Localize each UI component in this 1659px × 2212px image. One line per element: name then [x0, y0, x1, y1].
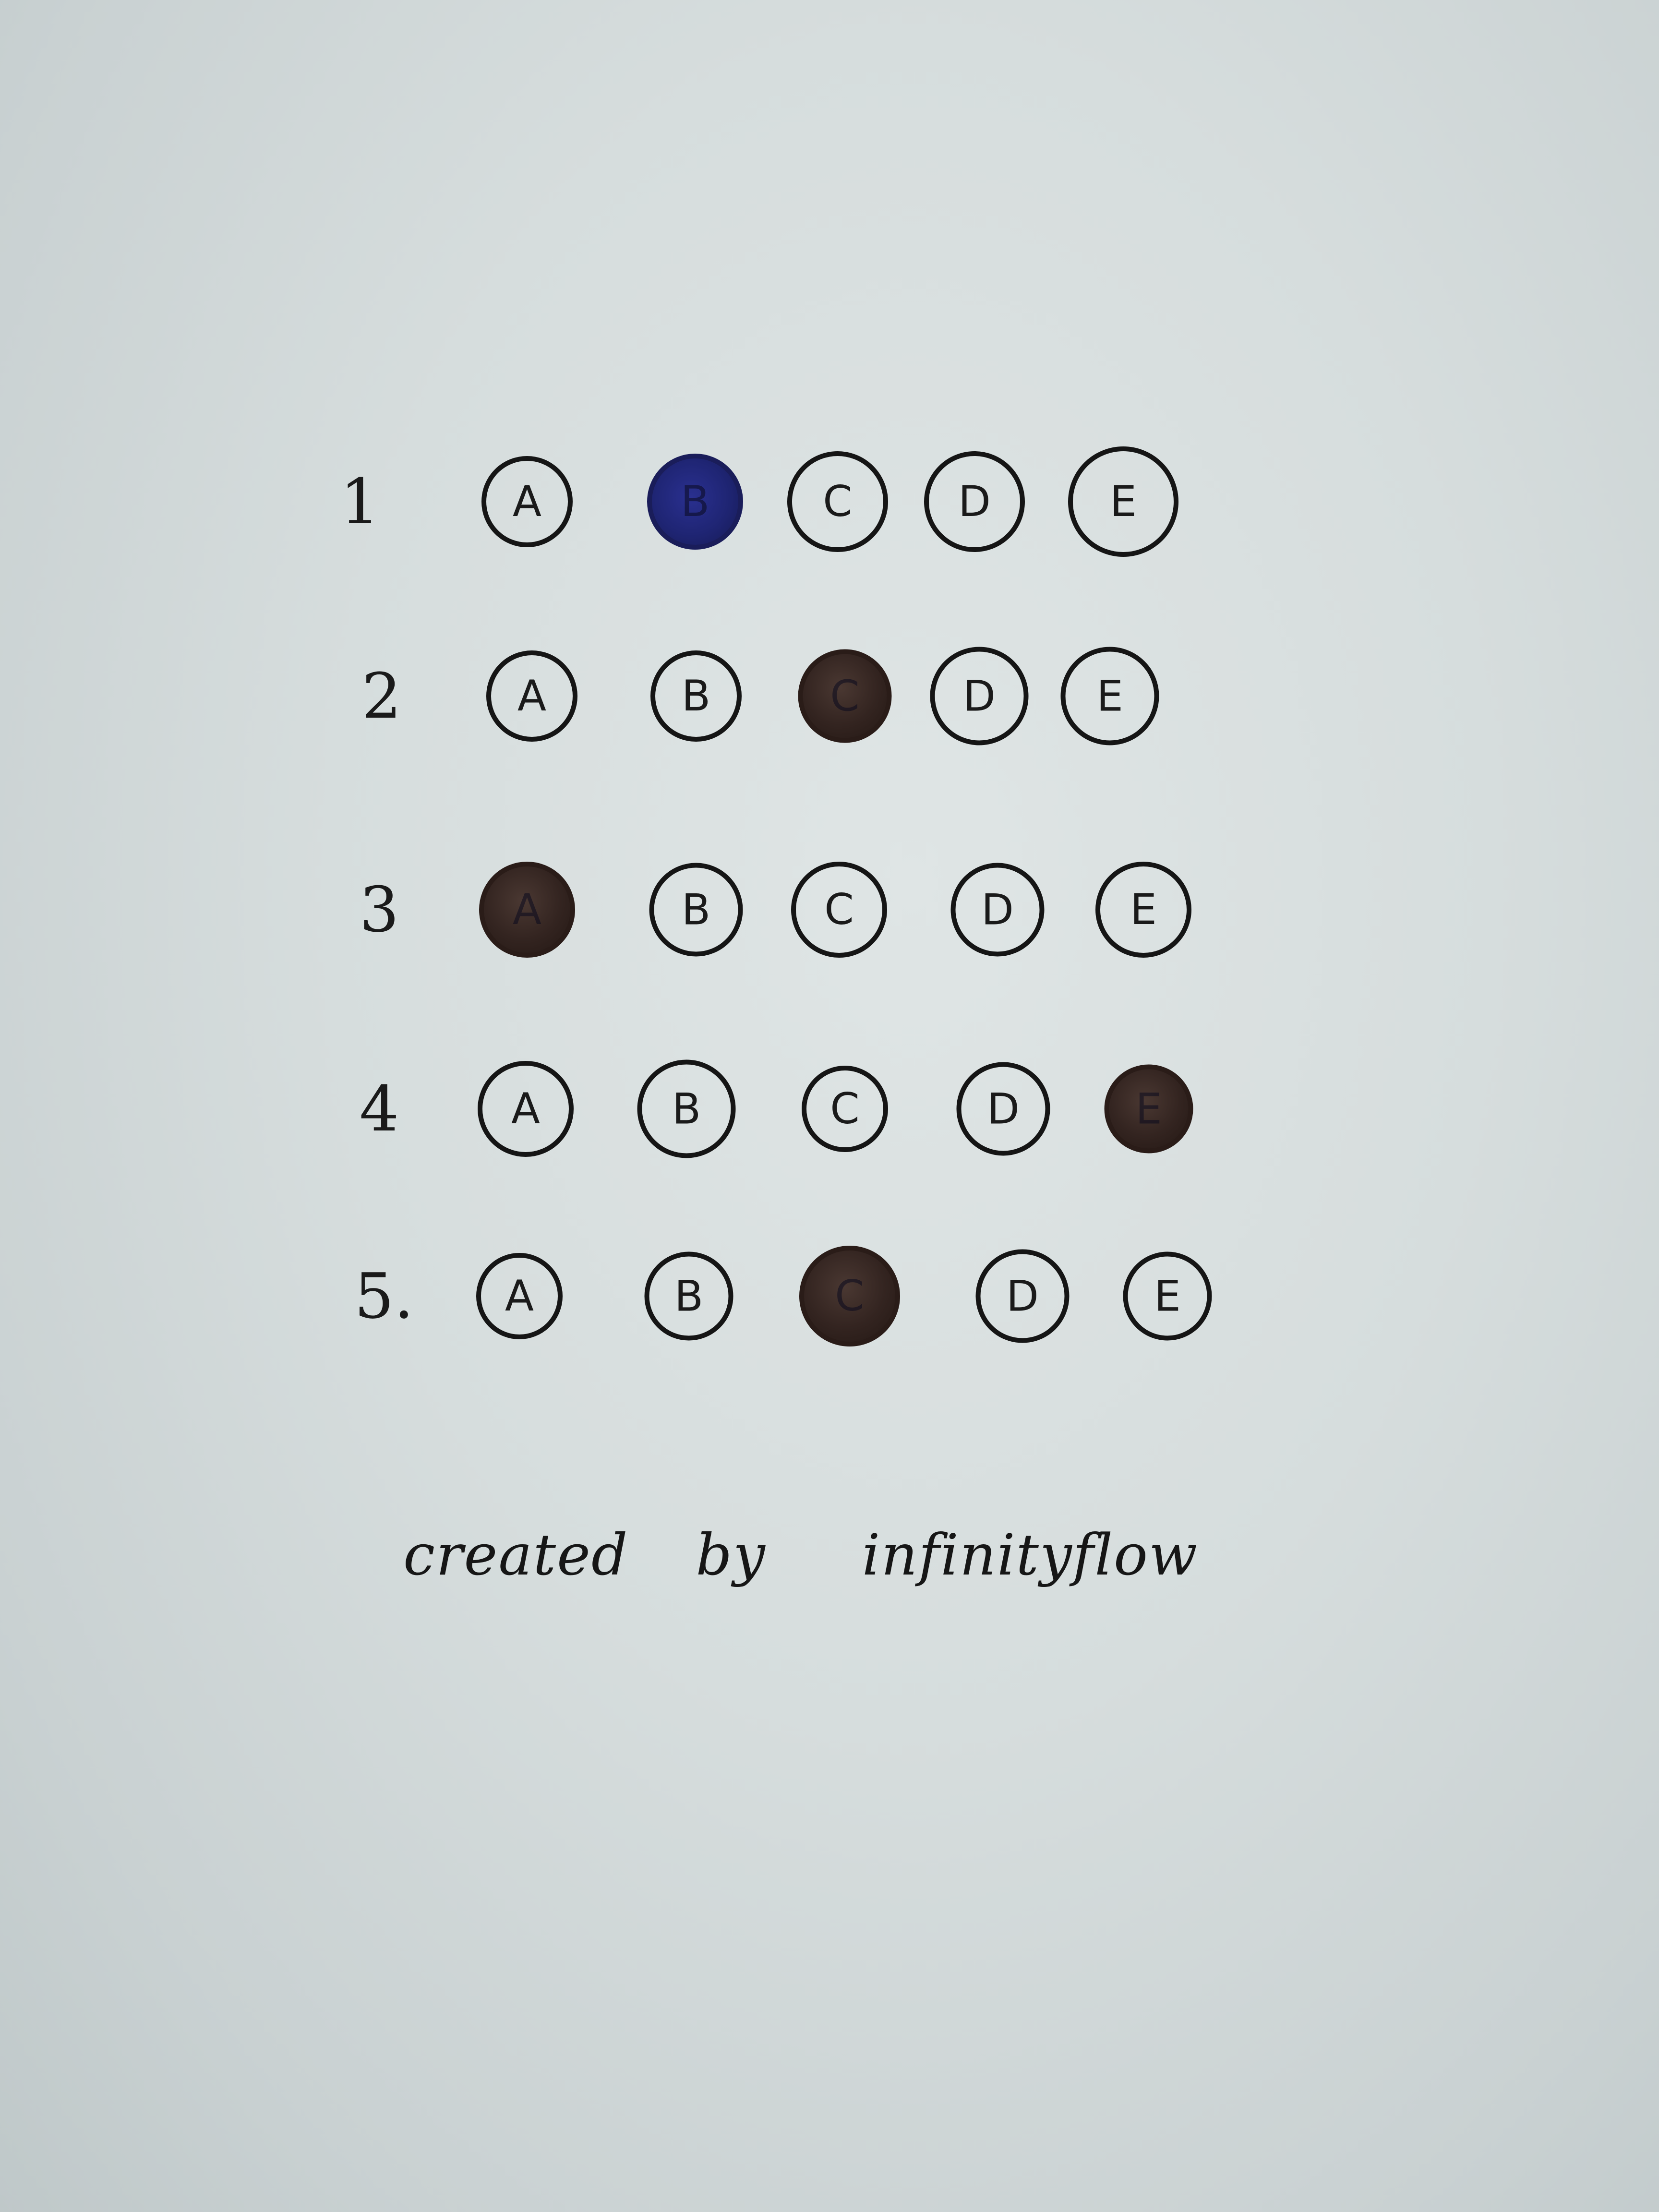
bubble-letter: D [958, 477, 991, 526]
bubble-q2-a[interactable]: A [486, 650, 577, 742]
bubble-letter: C [824, 885, 854, 934]
bubble-q2-d[interactable]: D [930, 647, 1029, 745]
bubble-q1-b-marked[interactable]: B [647, 454, 743, 550]
question-number: 4 [359, 1072, 399, 1145]
bubble-q4-d[interactable]: D [956, 1062, 1050, 1156]
bubble-q5-a[interactable]: A [476, 1253, 563, 1339]
question-number: 5. [354, 1260, 414, 1333]
bubble-letter: E [1154, 1271, 1181, 1321]
bubble-q3-d[interactable]: D [950, 863, 1045, 957]
bubble-q4-e-marked[interactable]: E [1104, 1064, 1193, 1154]
bubble-q1-d[interactable]: D [924, 451, 1025, 552]
signature-line: created by infinityflow [403, 1522, 1198, 1588]
bubble-letter: C [830, 671, 860, 721]
bubble-letter: D [963, 671, 996, 721]
bubble-letter: E [1096, 671, 1123, 721]
question-number: 3 [359, 873, 399, 946]
bubble-letter: B [674, 1271, 704, 1321]
bubble-letter: B [672, 1084, 701, 1133]
bubble-q3-b[interactable]: B [649, 863, 743, 957]
bubble-q4-a[interactable]: A [478, 1061, 574, 1157]
bubble-letter: B [680, 477, 710, 526]
bubble-letter: C [830, 1084, 860, 1133]
bubble-letter: E [1135, 1084, 1162, 1133]
bubble-letter: A [505, 1271, 534, 1321]
signature-by: by [696, 1522, 766, 1588]
bubble-q2-b[interactable]: B [650, 650, 742, 742]
bubble-letter: D [987, 1084, 1020, 1133]
bubble-q2-e[interactable]: E [1060, 647, 1159, 745]
bubble-q5-c-marked[interactable]: C [799, 1246, 900, 1346]
bubble-letter: C [823, 477, 853, 526]
bubble-letter: A [512, 477, 542, 526]
bubble-letter: C [835, 1271, 865, 1321]
bubble-q3-e[interactable]: E [1095, 862, 1191, 958]
bubble-q4-c[interactable]: C [802, 1066, 888, 1152]
bubble-letter: A [512, 885, 542, 934]
bubble-letter: D [1006, 1271, 1039, 1321]
question-number: 1 [340, 465, 380, 538]
bubble-letter: A [517, 671, 547, 721]
bubble-letter: E [1110, 477, 1137, 526]
bubble-q2-c-marked[interactable]: C [798, 649, 892, 743]
bubble-q5-d[interactable]: D [975, 1249, 1070, 1343]
bubble-letter: B [681, 671, 711, 721]
bubble-letter: E [1130, 885, 1157, 934]
bubble-q5-b[interactable]: B [644, 1251, 733, 1341]
bubble-letter: A [511, 1084, 541, 1133]
bubble-q3-a-marked[interactable]: A [479, 862, 575, 958]
bubble-q3-c[interactable]: C [791, 862, 887, 958]
question-number: 2 [361, 660, 402, 733]
signature-name: infinityflow [862, 1522, 1199, 1588]
bubble-q1-a[interactable]: A [481, 456, 573, 547]
bubble-q4-b[interactable]: B [637, 1059, 736, 1158]
bubble-letter: B [681, 885, 711, 934]
bubble-q5-e[interactable]: E [1123, 1251, 1212, 1341]
signature-created: created [403, 1522, 629, 1588]
bubble-q1-e[interactable]: E [1068, 446, 1178, 557]
bubble-letter: D [981, 885, 1014, 934]
bubble-q1-c[interactable]: C [787, 451, 888, 552]
